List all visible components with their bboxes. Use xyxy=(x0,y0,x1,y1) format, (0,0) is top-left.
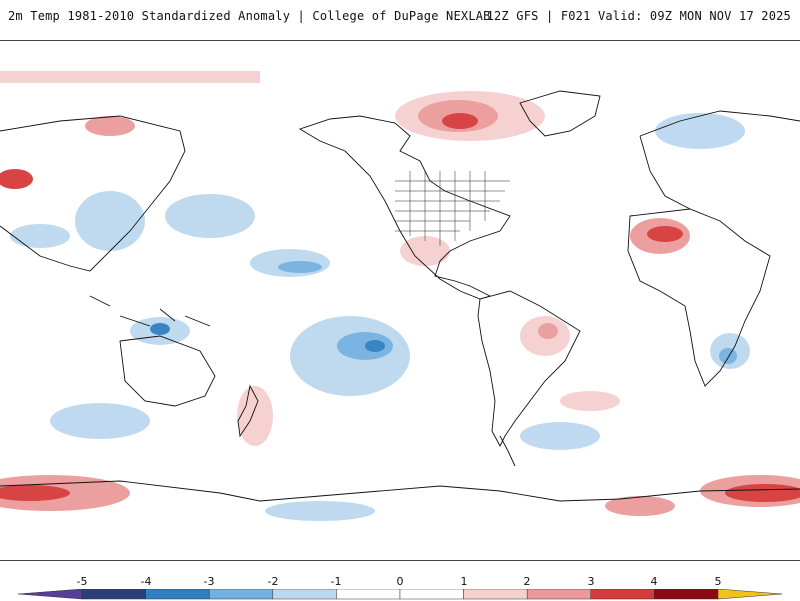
australia-outline xyxy=(119,335,216,407)
map-title: 2m Temp 1981-2010 Standardized Anomaly |… xyxy=(8,9,491,23)
colorbar-label: -2 xyxy=(267,575,279,588)
antarctic-peninsula xyxy=(499,435,516,467)
colorbar-label: -4 xyxy=(140,575,152,588)
colorbar-label: -1 xyxy=(330,575,342,588)
colorbar-label: 5 xyxy=(714,575,722,588)
colorbar-label: -3 xyxy=(203,575,215,588)
colorbar-swatch xyxy=(717,589,783,600)
colorbar-swatch xyxy=(17,589,83,600)
north-america-outline xyxy=(298,115,511,300)
colorbar-swatch xyxy=(463,589,528,600)
valid-time: 12Z GFS | F021 Valid: 09Z MON NOV 17 202… xyxy=(486,9,791,23)
colorbar-swatch xyxy=(526,589,592,600)
us-state-borders xyxy=(395,171,510,246)
colorbar-swatch xyxy=(208,589,274,600)
colorbar-label: 1 xyxy=(460,575,468,588)
colorbar-swatch xyxy=(590,589,655,600)
colorbar-legend: -5 -4 -3 -2 -1 0 1 2 3 4 5 xyxy=(0,560,800,601)
south-america-outline xyxy=(477,290,581,447)
title-bar: 2m Temp 1981-2010 Standardized Anomaly |… xyxy=(0,0,800,41)
colorbar-swatch xyxy=(145,589,210,600)
colorbar-swatch xyxy=(336,589,401,600)
colorbar-label: 4 xyxy=(650,575,658,588)
coastlines xyxy=(0,90,800,502)
anomaly-map xyxy=(0,41,800,560)
colorbar-swatch xyxy=(399,589,464,600)
colorbar-swatches xyxy=(17,589,783,600)
colorbar-label: 0 xyxy=(396,575,404,588)
cold-anomaly-shading xyxy=(10,113,750,521)
antarctica-outline xyxy=(0,480,800,502)
colorbar-label: 2 xyxy=(523,575,531,588)
colorbar-swatch xyxy=(272,589,337,600)
colorbar-swatch xyxy=(81,589,146,600)
greenland-outline xyxy=(519,90,601,137)
new-zealand-outline xyxy=(237,384,259,438)
colorbar-label: 3 xyxy=(587,575,595,588)
africa-outline xyxy=(627,208,771,387)
eurasia-outline xyxy=(0,110,800,272)
warm-anomaly-shading xyxy=(0,71,800,516)
colorbar-swatch xyxy=(654,589,719,600)
colorbar-label: -5 xyxy=(76,575,88,588)
world-map-svg xyxy=(0,71,800,521)
southeast-asia-islands xyxy=(89,295,211,327)
